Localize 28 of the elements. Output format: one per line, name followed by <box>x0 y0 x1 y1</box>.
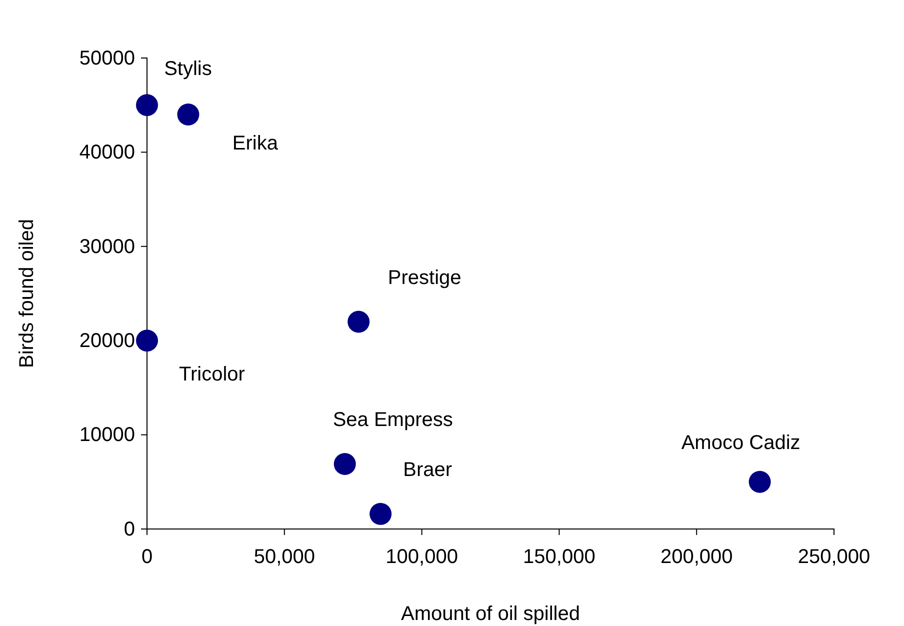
annotation: Braer <box>403 458 452 481</box>
y-tick-label: 30000 <box>79 236 135 258</box>
x-tick-label: 50,000 <box>254 546 315 568</box>
point <box>136 94 158 116</box>
annotation: Amoco Cadiz <box>681 432 800 454</box>
y-tick-label: 10000 <box>79 424 135 446</box>
annotation: Stylis <box>164 58 212 80</box>
point <box>370 502 392 525</box>
y-tick-label: 0 <box>124 518 135 540</box>
point <box>348 310 370 333</box>
point <box>136 330 158 352</box>
x-tick-label: 0 <box>141 546 153 568</box>
point <box>748 470 771 493</box>
y-tick-label: 20000 <box>79 330 135 352</box>
x-axis-title: Amount of oil spilled <box>401 603 580 625</box>
x-tick-label: 200,000 <box>660 546 733 568</box>
annotation: Erika <box>232 132 279 155</box>
point <box>334 453 356 475</box>
x-tick-label: 150,000 <box>523 546 596 568</box>
annotation: Sea Empress <box>332 409 453 431</box>
x-tick-label: 100,000 <box>386 546 458 568</box>
annotation: Prestige <box>388 266 462 289</box>
annotation: Tricolor <box>179 364 246 386</box>
x-tick-label: 250,000 <box>798 546 870 568</box>
y-tick-label: 50000 <box>79 47 135 70</box>
y-axis-title: Birds found oiled <box>16 219 38 368</box>
y-tick-label: 40000 <box>79 142 135 164</box>
point <box>177 104 200 126</box>
